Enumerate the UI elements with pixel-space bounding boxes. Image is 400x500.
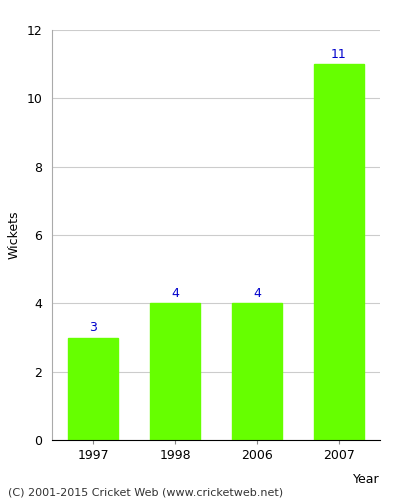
Text: 11: 11 xyxy=(331,48,347,61)
Bar xyxy=(150,304,200,440)
Text: 3: 3 xyxy=(89,321,97,334)
Y-axis label: Wickets: Wickets xyxy=(8,211,21,259)
Text: 4: 4 xyxy=(171,287,179,300)
Bar xyxy=(232,304,282,440)
Text: (C) 2001-2015 Cricket Web (www.cricketweb.net): (C) 2001-2015 Cricket Web (www.cricketwe… xyxy=(8,488,283,498)
Bar xyxy=(68,338,118,440)
Bar xyxy=(314,64,364,440)
Text: 4: 4 xyxy=(253,287,261,300)
Text: Year: Year xyxy=(353,473,380,486)
